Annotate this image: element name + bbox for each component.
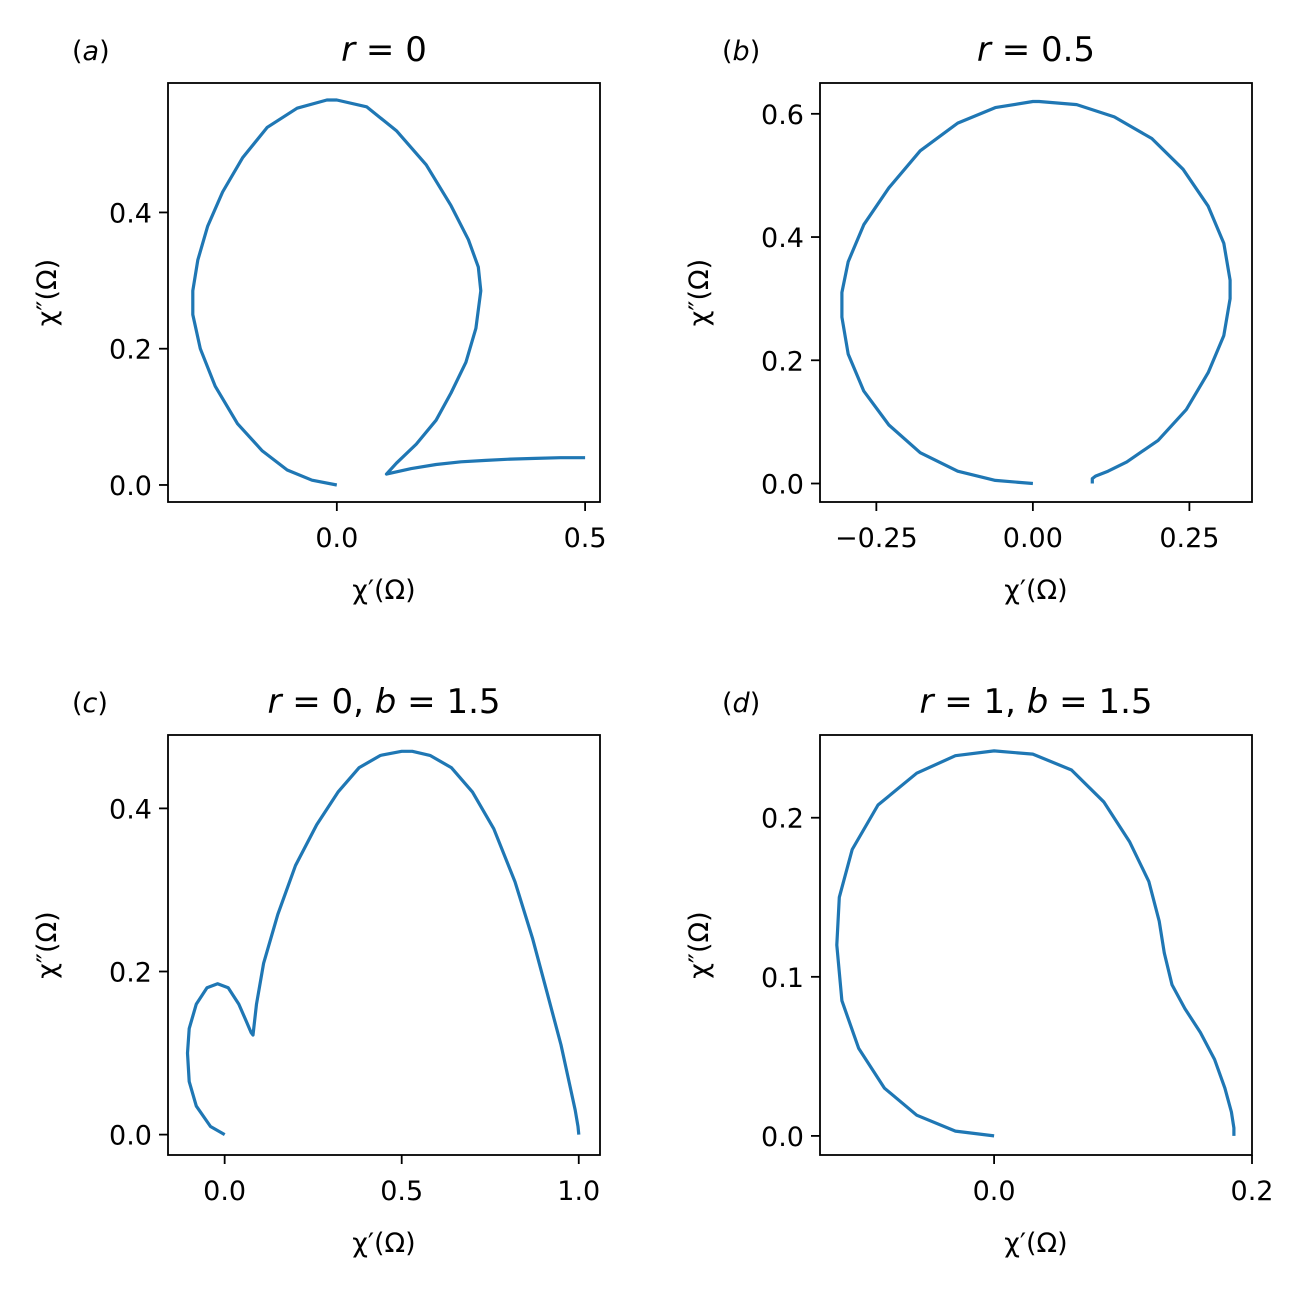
y-tick-label: 0.2 [109, 958, 152, 989]
chart-title: r = 1, b = 1.5 [919, 682, 1152, 722]
y-tick-label: 0.2 [109, 335, 152, 366]
y-tick-label: 0.0 [109, 1121, 152, 1152]
chart-title: r = 0, b = 1.5 [267, 682, 500, 722]
chart-panel-a: 0.0 0.5 0.0 0.2 0.4 r = 0 χ′(Ω) χ″(Ω) (a) [32, 30, 607, 606]
axes-frame [167, 82, 601, 503]
x-tick-label: 0.25 [1159, 523, 1219, 554]
x-axis-label: χ′(Ω) [1004, 1228, 1067, 1259]
x-tick-label: 0.5 [380, 1176, 423, 1207]
panel-label: (c) [72, 688, 108, 719]
y-tick-label: 0.0 [761, 470, 804, 501]
y-tick-label: 0.6 [761, 100, 804, 131]
x-axis-label: χ′(Ω) [352, 575, 415, 606]
chart-panel-b: −0.25 0.00 0.25 0.0 0.2 0.4 0.6 r = 0.5 χ′(Ω) χ″(… [684, 30, 1253, 606]
x-tick-label: 0.0 [203, 1176, 246, 1207]
series-line [191, 98, 586, 487]
x-tick-label: 1.0 [557, 1176, 600, 1207]
x-tick-label: 0.5 [564, 523, 607, 554]
y-axis-label: χ″(Ω) [684, 911, 715, 978]
panel-label: (a) [72, 36, 110, 67]
x-axis-label: χ′(Ω) [1004, 575, 1067, 606]
y-tick-label: 0.4 [109, 794, 152, 825]
axes-frame [167, 734, 601, 1156]
x-tick-label: 0.00 [1003, 523, 1063, 554]
y-axis-label: χ″(Ω) [684, 259, 715, 326]
y-tick-label: 0.2 [761, 346, 804, 377]
y-tick-label: 0.1 [761, 963, 804, 994]
chart-panel-c: 0.0 0.5 1.0 0.0 0.2 0.4 r = 0, b = 1.5 χ′(Ω) χ″(… [32, 682, 601, 1259]
x-tick-label: 0.0 [315, 523, 358, 554]
x-tick-label: 0.0 [973, 1176, 1016, 1207]
chart-title: r = 0 [341, 30, 427, 70]
y-tick-label: 0.4 [761, 223, 804, 254]
x-tick-label: −0.25 [835, 523, 918, 554]
y-axis-label: χ″(Ω) [32, 911, 63, 978]
chart-title: r = 0.5 [977, 30, 1095, 70]
axes-frame [819, 82, 1253, 503]
y-tick-label: 0.0 [109, 471, 152, 502]
chart-panel-d: 0.0 0.2 0.0 0.1 0.2 r = 1, b = 1.5 χ′(Ω) χ″(Ω) (… [684, 682, 1273, 1259]
series-line [185, 749, 581, 1136]
y-tick-label: 0.2 [761, 804, 804, 835]
y-tick-label: 0.0 [761, 1122, 804, 1153]
series-line [840, 99, 1232, 486]
series-line [835, 749, 1236, 1138]
y-axis-label: χ″(Ω) [32, 259, 63, 326]
panel-label: (d) [722, 688, 760, 719]
x-axis-label: χ′(Ω) [352, 1228, 415, 1259]
y-tick-label: 0.4 [109, 198, 152, 229]
panel-label: (b) [722, 36, 760, 67]
axes-frame [819, 734, 1253, 1156]
x-tick-label: 0.2 [1231, 1176, 1274, 1207]
